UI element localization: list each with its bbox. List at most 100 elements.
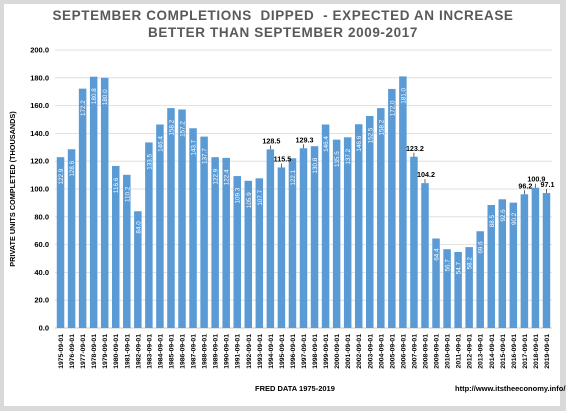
x-tick-label: 1979-09-01 [102,334,109,369]
x-tick-label: 2009-09-01 [434,334,441,369]
x-tick-label: 1980-09-01 [113,334,120,369]
bar [498,199,507,328]
x-tick-label: 2018-09-01 [533,334,540,369]
x-tick-label: 1999-09-01 [323,334,330,369]
bar-value-label: 109.3 [235,187,242,203]
bar [343,137,352,328]
bar-value-label: 84.0 [135,221,142,234]
x-tick-label: 2011-09-01 [456,334,463,369]
bar [443,249,451,328]
bar-value-label: 143.7 [191,139,198,155]
bar [366,116,374,329]
bar [266,149,275,328]
x-tick-label: 1985-09-01 [168,334,175,369]
bar [244,180,253,328]
y-tick-label: 140.0 [30,129,49,138]
bar-value-label: 181.0 [400,88,407,104]
bar [410,156,418,328]
bar-value-label: 88.5 [489,215,496,228]
bar [399,76,407,328]
bar [156,124,164,328]
x-tick-label: 1976-09-01 [69,334,76,369]
x-tick-label: 2005-09-01 [389,334,396,369]
x-tick-label: 1978-09-01 [91,334,98,369]
bar [123,174,131,328]
bar [421,183,429,328]
bars [56,76,551,329]
bar-value-label: 110.2 [124,186,131,202]
bar [542,193,551,328]
bar-value-label: 158.2 [168,119,175,135]
chart-title-line-1: SEPTEMBER COMPLETIONS DIPPED - EXPECTED … [52,8,514,23]
bar [288,158,297,328]
x-tick-label: 2014-09-01 [489,334,496,369]
bar [200,136,208,328]
callout-label: 115.5 [274,154,292,163]
bar-value-label: 128.6 [69,160,76,176]
x-tick-label: 1982-09-01 [135,334,142,369]
bar [509,202,518,328]
bar-value-label: 92.6 [500,209,507,222]
bar-value-label: 90.2 [511,212,518,225]
bar [111,165,120,328]
y-tick-label: 0.0 [39,324,49,333]
x-tick-label: 2012-09-01 [467,334,474,369]
bar-value-label: 152.5 [367,127,374,143]
bar-value-label: 133.5 [146,154,153,170]
x-tick-label: 1994-09-01 [268,334,275,369]
x-tick-label: 1975-09-01 [58,334,65,369]
bar-value-label: 116.6 [113,177,120,193]
x-tick-label: 1998-09-01 [312,334,319,369]
bar [299,148,308,328]
bar-value-label: 56.7 [445,259,452,272]
bar [388,88,396,328]
bar-value-label: 122.9 [213,168,220,184]
callout-label: 96.2 [518,181,532,190]
x-tick-label: 1983-09-01 [146,334,153,369]
bar [89,76,98,328]
x-tick-label: 1990-09-01 [224,334,231,369]
bar-value-label: 172.2 [80,100,87,116]
bar-value-label: 137.2 [345,148,352,164]
bar-value-label: 105.9 [246,192,253,208]
x-tick-label: 2017-09-01 [522,334,529,369]
x-tick-label: 1984-09-01 [157,334,164,369]
x-tick-label: 1981-09-01 [124,334,131,369]
bar [432,238,440,328]
bar-value-label: 130.8 [312,157,319,173]
bar [145,142,153,328]
bar [233,176,241,328]
bar-value-label: 137.7 [202,148,209,164]
x-tick-label: 2000-09-01 [334,334,341,369]
y-axis-label: PRIVATE UNITS COMPLETED (THOUSANDS) [8,111,17,267]
source-note: FRED DATA 1975-2019 [255,384,335,393]
bar-value-label: 146.4 [323,136,330,152]
bar-value-label: 58.2 [467,257,474,270]
y-axis-ticks: 0.0 20.0 40.0 60.0 80.0 100.0 120.0 140.0 160.0 1… [30,46,49,333]
x-tick-label: 1992-09-01 [246,334,253,369]
bar [377,108,385,329]
callout-label: 128.5 [262,136,280,145]
bar [476,231,484,328]
bar-value-label: 54.7 [456,262,463,275]
url-note[interactable]: http://www.itstheeconomy.info/ [455,384,566,393]
callout-label: 97.1 [540,180,554,189]
bar-value-labels: 122.9 128.6 172.2 180.8 180.0 116.6 110.2 84.0 1… [58,88,518,275]
x-tick-label: 2007-09-01 [411,334,418,369]
bar-value-label: 122.1 [290,169,297,185]
x-tick-label: 2003-09-01 [367,334,374,369]
x-tick-label: 2019-09-01 [544,334,551,369]
bar-value-label: 107.7 [257,189,264,205]
x-tick-label: 1987-09-01 [191,334,198,369]
bar-value-label: 146.4 [157,136,164,152]
bar-value-label: 69.6 [478,241,485,254]
x-tick-label: 1989-09-01 [213,334,220,369]
bar [454,251,462,328]
bar [100,77,109,328]
y-tick-label: 180.0 [30,73,49,82]
x-tick-label: 2008-09-01 [422,334,429,369]
bar [211,157,219,328]
bar [354,124,363,328]
